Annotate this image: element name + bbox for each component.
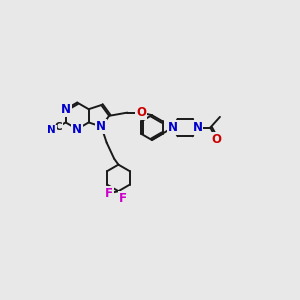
Text: F: F: [119, 192, 127, 205]
Text: N: N: [96, 120, 106, 133]
Text: N: N: [61, 103, 71, 116]
Text: N: N: [72, 123, 82, 136]
Text: O: O: [212, 133, 222, 146]
Text: N: N: [47, 125, 56, 136]
Text: N: N: [193, 121, 202, 134]
Text: O: O: [136, 106, 146, 119]
Text: F: F: [105, 187, 113, 200]
Text: N: N: [168, 121, 178, 134]
Text: C: C: [54, 122, 62, 132]
